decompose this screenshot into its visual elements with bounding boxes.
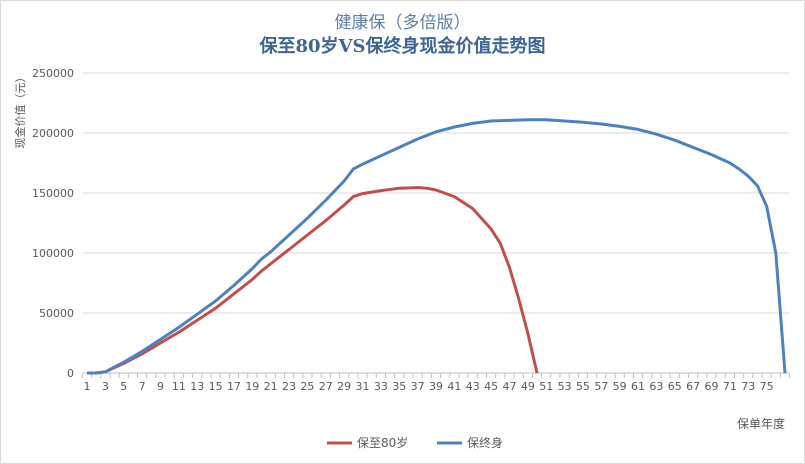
x-tick-label: 35 — [392, 380, 406, 393]
y-tick-label: 150000 — [32, 187, 74, 200]
series-line-2 — [87, 118, 787, 375]
x-tick-label: 27 — [319, 380, 333, 393]
x-tick-label: 49 — [521, 380, 535, 393]
x-tick-label: 55 — [576, 380, 590, 393]
y-tick-label: 100000 — [32, 247, 74, 260]
x-tick-label: 25 — [300, 380, 314, 393]
x-tick-label: 43 — [466, 380, 480, 393]
x-tick-label: 21 — [264, 380, 278, 393]
x-tick-label: 67 — [686, 380, 700, 393]
x-tick-label: 1 — [84, 380, 91, 393]
x-tick-label: 65 — [668, 380, 682, 393]
y-tick-label: 250000 — [32, 67, 74, 80]
series-line-1 — [87, 186, 539, 375]
x-tick-label: 61 — [631, 380, 645, 393]
y-tick-label: 0 — [67, 367, 74, 380]
x-tick-label: 11 — [172, 380, 186, 393]
y-axis-label: 现金价值（元） — [13, 72, 27, 149]
x-tick-label: 17 — [227, 380, 241, 393]
chart-subtitle: 保至80岁VS保终身现金价值走势图 — [259, 36, 546, 57]
x-tick-label: 41 — [447, 380, 461, 393]
x-tick-label: 69 — [705, 380, 719, 393]
legend-label: 保终身 — [467, 435, 503, 450]
y-tick-label: 200000 — [32, 127, 74, 140]
x-tick-label: 51 — [539, 380, 553, 393]
x-tick-label: 57 — [594, 380, 608, 393]
y-tick-label: 50000 — [39, 307, 74, 320]
x-axis-label: 保单年度 — [737, 416, 785, 431]
x-tick-label: 31 — [356, 380, 370, 393]
x-tick-label: 3 — [102, 380, 109, 393]
x-tick-label: 23 — [282, 380, 296, 393]
x-tick-label: 75 — [760, 380, 774, 393]
x-tick-label: 39 — [429, 380, 443, 393]
x-tick-label: 73 — [741, 380, 755, 393]
x-tick-label: 59 — [613, 380, 627, 393]
x-tick-label: 71 — [723, 380, 737, 393]
x-tick-label: 47 — [502, 380, 516, 393]
x-tick-label: 13 — [190, 380, 204, 393]
chart-title: 健康保（多倍版） — [334, 13, 471, 33]
x-tick-label: 53 — [558, 380, 572, 393]
x-tick-label: 37 — [411, 380, 425, 393]
x-tick-label: 7 — [139, 380, 146, 393]
x-tick-label: 9 — [157, 380, 164, 393]
x-tick-label: 45 — [484, 380, 498, 393]
x-tick-label: 29 — [337, 380, 351, 393]
x-tick-label: 63 — [649, 380, 663, 393]
x-tick-label: 15 — [209, 380, 223, 393]
x-tick-label: 5 — [120, 380, 127, 393]
legend-label: 保至80岁 — [357, 435, 408, 450]
x-tick-label: 33 — [374, 380, 388, 393]
x-tick-label: 19 — [245, 380, 259, 393]
